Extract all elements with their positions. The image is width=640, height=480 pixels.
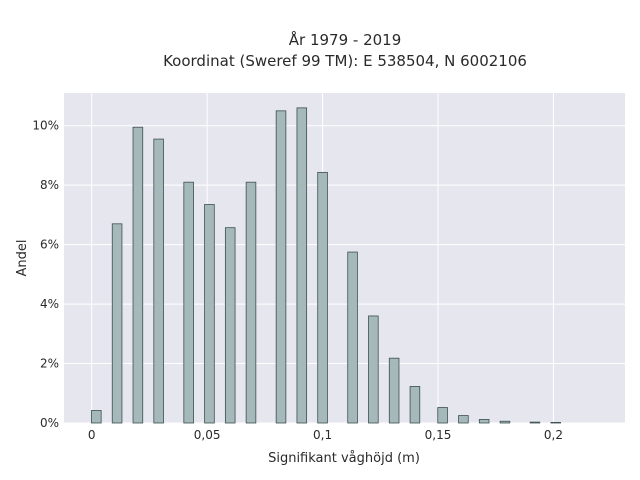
y-axis-label: Andel: [15, 240, 30, 277]
y-tick-label: 4%: [40, 297, 59, 311]
histogram-bar: [499, 420, 511, 424]
y-tick-labels: 0% 2% 4% 6% 8% 10%: [32, 119, 59, 430]
histogram-bar: [204, 204, 215, 424]
x-tick-label: 0,2: [544, 428, 563, 442]
y-tick-label: 10%: [32, 119, 59, 133]
x-tick-label: 0: [88, 428, 96, 442]
histogram-bar: [224, 227, 236, 424]
histogram-bar: [296, 107, 308, 424]
bars: [91, 107, 561, 424]
x-axis-label: Signifikant våghöjd (m): [268, 451, 420, 466]
histogram-bar: [132, 126, 144, 424]
histogram-bar: [91, 410, 102, 424]
histogram-bar: [529, 421, 541, 424]
x-tick-label: 0,1: [313, 428, 332, 442]
histogram-bar: [368, 315, 379, 424]
histogram-bar: [245, 181, 257, 424]
chart-title-line2: Koordinat (Sweref 99 TM): E 538504, N 60…: [163, 52, 527, 70]
histogram-bar: [153, 138, 164, 424]
histogram-bar: [458, 415, 469, 424]
y-tick-label: 6%: [40, 238, 59, 252]
histogram-bar: [409, 386, 421, 424]
y-tick-label: 8%: [40, 178, 59, 192]
histogram-bar: [183, 181, 194, 424]
x-tick-label: 0,05: [194, 428, 221, 442]
histogram-bar: [437, 407, 448, 424]
histogram-bar: [388, 357, 400, 424]
plot-area: [64, 93, 625, 423]
histogram-bar: [275, 110, 287, 424]
histogram-bar: [550, 422, 561, 424]
y-tick-label: 0%: [40, 416, 59, 430]
x-tick-label: 0,15: [425, 428, 452, 442]
y-tick-label: 2%: [40, 357, 59, 371]
histogram-bar: [478, 419, 490, 424]
histogram-bar: [111, 223, 123, 424]
x-tick-labels: 0 0,05 0,1 0,15 0,2: [88, 428, 563, 442]
histogram-bar: [347, 251, 358, 424]
chart-title-line1: År 1979 - 2019: [289, 30, 402, 49]
histogram-bar: [317, 171, 328, 424]
